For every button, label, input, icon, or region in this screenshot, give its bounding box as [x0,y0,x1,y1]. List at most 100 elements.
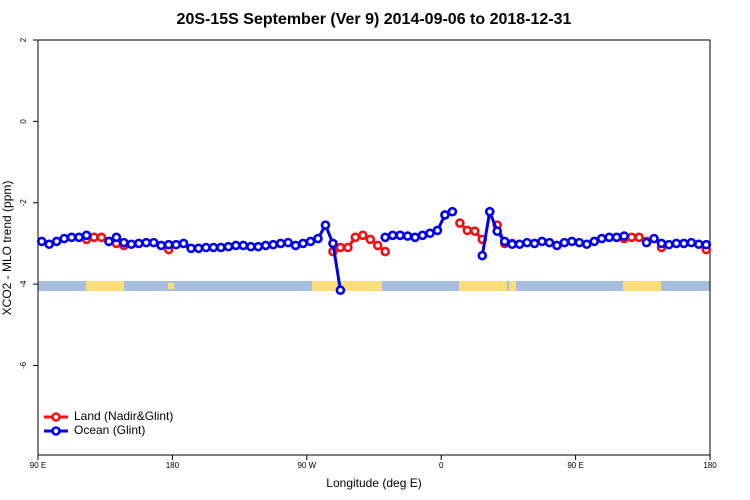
data-point [201,242,211,253]
x-tick-label: 90 E [567,461,583,470]
data-point [417,230,428,241]
data-point [402,231,413,241]
land-band [168,283,174,289]
data-point [581,239,592,250]
data-point [163,239,174,250]
legend-marker [51,426,61,436]
data-point [701,239,712,250]
data-point [544,237,555,248]
x-tick-label: 180 [703,461,717,470]
data-point [283,237,293,248]
data-point [604,232,615,243]
data-point [447,206,458,217]
x-axis-label: Longitude (deg E) [326,476,421,490]
land-band [86,281,124,291]
y-tick-label: 2 [19,37,28,42]
data-point [626,232,637,243]
land-band [312,281,382,291]
data-point [671,238,682,249]
data-point [484,206,495,217]
x-tick-label: 90 E [30,461,46,470]
legend-label: Ocean (Glint) [74,423,145,437]
data-point [589,236,600,247]
data-point [66,232,77,243]
data-point [119,237,129,248]
y-tick-label: -2 [19,199,28,207]
y-tick-label: 0 [19,119,28,124]
data-point [343,242,353,253]
data-point [305,236,316,247]
data-point [686,237,697,248]
data-point [387,230,398,241]
data-point [126,239,137,250]
data-point [223,241,234,252]
data-point [320,220,331,230]
data-point [260,240,271,251]
data-point [36,236,47,247]
data-point [186,243,196,254]
data-point [216,242,226,253]
data-point [111,232,122,243]
data-point [611,232,622,243]
data-point [51,236,62,247]
data-point [529,238,540,249]
data-point [432,225,443,236]
data-point [567,236,577,247]
data-point [641,237,652,248]
data-point [522,237,532,248]
data-point [253,241,264,252]
data-point [574,237,585,248]
data-point [410,232,420,243]
data-point [455,218,465,228]
data-point [469,226,480,237]
data-point [246,241,256,252]
land-band [509,281,516,291]
data-point [619,231,629,241]
data-point [268,239,279,250]
data-point [313,233,323,244]
x-tick-label: 0 [439,461,444,470]
data-point [492,226,503,237]
legend-label: Land (Nadir&Glint) [74,409,173,423]
data-point [156,240,166,251]
data-point [499,236,510,247]
data-point [44,239,55,250]
data-point [350,232,361,243]
data-point [298,238,308,249]
data-point [596,233,607,244]
data-point [89,232,99,243]
data-point [81,230,92,241]
data-point [477,250,488,261]
data-point [440,210,450,220]
data-point [335,242,346,253]
data-point [141,237,152,248]
data-point [380,232,391,243]
data-point [357,230,368,241]
data-point [96,232,107,243]
y-axis-label: XCO2 - MLO trend (ppm) [0,181,14,316]
data-point [380,246,391,257]
data-point [208,242,219,253]
data-point [552,240,562,251]
data-point [59,233,69,244]
data-point [679,238,689,249]
data-point [395,230,405,241]
data-point [148,237,159,248]
data-point [365,234,376,245]
land-band [623,281,661,291]
data-point [514,239,525,250]
data-point [693,239,704,250]
data-point [231,240,241,251]
data-point [537,236,547,247]
data-point [559,237,570,248]
data-point [656,238,667,249]
data-point [104,236,114,247]
legend-marker [51,412,61,422]
data-point [178,238,189,249]
data-point [507,239,517,250]
data-point [328,238,338,249]
y-tick-label: -4 [19,280,28,288]
land-band [459,281,507,291]
data-point [74,232,84,243]
data-point [462,225,473,236]
